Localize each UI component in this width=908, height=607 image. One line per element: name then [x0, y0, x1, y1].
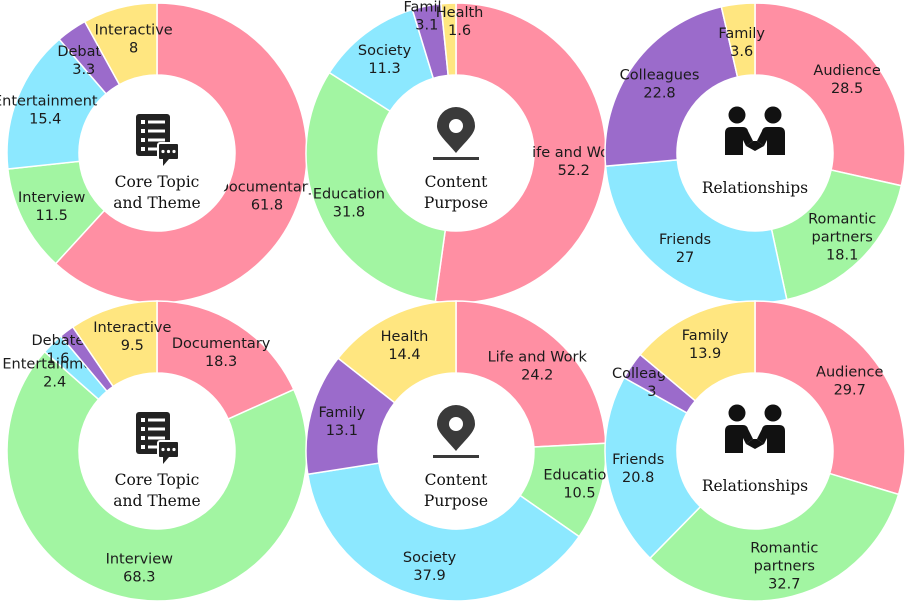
slice-label-family: Family 13.1: [319, 405, 366, 439]
slice-label-entertainment: Entertainment 15.4: [0, 94, 98, 128]
slice-value-debate: 1.6: [46, 351, 69, 367]
slice-label-romantic-partners: Romantic partners 18.1: [808, 212, 876, 264]
slice-health: [337, 300, 457, 404]
slice-label-friends: Friends 20.8: [612, 452, 664, 486]
slice-value-interview: 11.5: [36, 208, 68, 224]
slice-value-friends: 20.8: [622, 470, 654, 486]
slice-label-debate: Debate 3.3: [57, 44, 110, 78]
center-label: Relationships: [702, 477, 808, 495]
slice-value-health: 1.6: [448, 23, 471, 39]
slice-label-education: Education 10.5: [543, 467, 615, 501]
slice-interactive: [71, 300, 158, 388]
slice-family: [639, 300, 756, 402]
slice-label-life-and-work: Life and Work 24.2: [488, 349, 588, 383]
slice-value-family: 13.1: [326, 423, 358, 439]
slice-label-documentary: Documentary 18.3: [172, 336, 271, 370]
slice-education: [305, 71, 447, 303]
center-label: Core Topic and Theme: [113, 173, 200, 212]
slice-value-society: 11.3: [368, 61, 400, 77]
slice-label-education: Education 31.8: [313, 187, 385, 221]
slice-value-interview: 68.3: [123, 570, 155, 586]
slice-life-and-work: [455, 300, 607, 448]
slice-audience: [754, 300, 906, 496]
location-pin-icon: [433, 405, 479, 458]
center-label: Content Purpose: [424, 471, 488, 510]
donut-chart-6: Audience 29.7 Romantic partners 32.7 Friends 2…: [604, 300, 906, 602]
slice-family: [720, 2, 756, 78]
slice-value-education: 31.8: [333, 205, 365, 221]
document-chat-icon: [136, 114, 180, 166]
slice-label-interview: Interview 11.5: [18, 190, 86, 224]
center-label: Core Topic and Theme: [113, 471, 200, 510]
slice-value-colleagues: 3: [647, 384, 656, 400]
slice-interview: [6, 350, 308, 602]
slice-value-society: 37.9: [413, 568, 445, 584]
document-chat-icon: [136, 412, 180, 464]
slice-value-interactive: 9.5: [121, 338, 144, 354]
slice-label-interactive: Interactive 8: [95, 23, 173, 57]
slice-romantic-partners: [648, 472, 900, 602]
slice-label-documentary: Documentary 61.8: [218, 180, 317, 214]
slice-label-life-and-work: Life and Work 52.2: [524, 145, 624, 179]
people-handshake-icon: [725, 404, 785, 453]
slice-friends: [604, 159, 788, 304]
slice-value-documentary: 18.3: [205, 354, 237, 370]
donut-chart-2: Life and Work 52.2 Education 31.8 Society 11.…: [305, 0, 624, 304]
slice-value-friends: 27: [676, 250, 694, 266]
slice-value-health: 14.4: [388, 347, 420, 363]
slice-label-audience: Audience 29.7: [816, 365, 883, 399]
center-label: Relationships: [702, 179, 808, 197]
slice-value-family: 3.1: [415, 17, 438, 33]
donut-chart-5: Life and Work 24.2 Education 10.5 Society 37.…: [305, 300, 616, 602]
slice-label-health: Health 14.4: [381, 329, 429, 363]
slice-value-documentary: 61.8: [251, 198, 283, 214]
slice-value-family: 3.6: [730, 44, 753, 60]
slice-label-interview: Interview 68.3: [106, 552, 174, 586]
slice-value-colleagues: 22.8: [643, 86, 675, 102]
center-label: Content Purpose: [424, 173, 488, 212]
slice-value-education: 10.5: [563, 485, 595, 501]
slice-value-entertainment: 2.4: [43, 374, 66, 390]
slice-audience: [754, 2, 906, 187]
slice-label-debate: Debate 1.6: [31, 333, 84, 367]
donut-chart-3: Audience 28.5 Romantic partners 18.1 Friends 2…: [604, 2, 906, 304]
slice-health: [440, 2, 457, 77]
slice-label-health: Health 1.6: [436, 5, 484, 39]
slice-label-interactive: Interactive 9.5: [93, 320, 171, 354]
slice-value-life-and-work: 24.2: [521, 367, 553, 383]
slice-label-society: Society 37.9: [403, 550, 457, 584]
slice-value-entertainment: 15.4: [29, 112, 61, 128]
slice-interactive: [83, 2, 158, 86]
slice-label-friends: Friends 27: [659, 232, 711, 266]
slice-value-family: 13.9: [689, 346, 721, 362]
slice-label-society: Society 11.3: [358, 43, 412, 77]
slice-value-audience: 29.7: [834, 383, 866, 399]
slice-label-family: Family 13.9: [682, 328, 729, 362]
slice-value-romantic-partners: 18.1: [826, 248, 858, 264]
slice-value-debate: 3.3: [72, 62, 95, 78]
slice-label-family: Family 3.6: [718, 26, 765, 60]
slice-label-family: Family 3.1: [403, 0, 450, 33]
slice-colleagues: [604, 5, 739, 167]
slice-label-romantic-partners: Romantic partners 32.7: [750, 540, 818, 592]
slice-society: [306, 462, 581, 602]
slice-value-audience: 28.5: [831, 81, 863, 97]
slice-friends: [604, 376, 702, 560]
donut-chart-1: Documentary 61.8 Interview 11.5 Entertainmen…: [0, 2, 317, 304]
slice-label-audience: Audience 28.5: [813, 63, 880, 97]
slice-value-life-and-work: 52.2: [558, 163, 590, 179]
people-handshake-icon: [725, 106, 785, 155]
slice-value-interactive: 8: [129, 41, 138, 57]
slice-documentary: [54, 2, 308, 304]
slice-label-colleagues: Colleagues 22.8: [620, 68, 700, 102]
location-pin-icon: [433, 107, 479, 160]
slice-life-and-work: [434, 2, 607, 304]
slice-value-romantic-partners: 32.7: [768, 576, 800, 592]
